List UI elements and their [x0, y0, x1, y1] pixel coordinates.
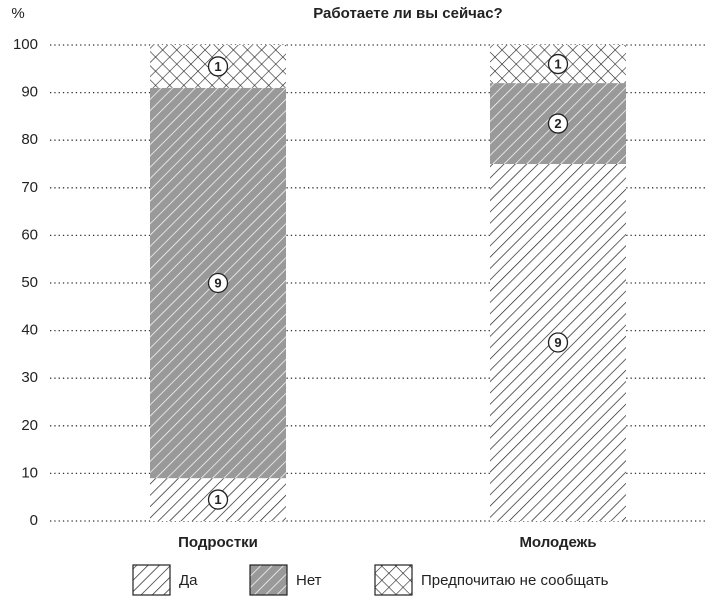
y-tick-label: 60: [21, 226, 38, 243]
count-badge: [547, 53, 569, 75]
count-label: 9: [554, 335, 561, 350]
count-badge: [207, 272, 229, 294]
x-tick-label: Молодежь: [519, 534, 596, 551]
chart-title: Работаете ли вы сейчас?: [313, 5, 502, 22]
y-tick-label: 100: [13, 36, 38, 53]
count-label: 2: [554, 116, 561, 131]
count-badge: [547, 332, 569, 353]
y-tick-label: 0: [30, 512, 38, 529]
count-badge: [207, 56, 229, 77]
count-badge: [547, 113, 569, 134]
y-tick-label: 50: [21, 274, 38, 291]
count-label: 1: [214, 492, 221, 507]
legend-label: Предпочитаю не сообщать: [421, 572, 609, 589]
y-tick-label: 40: [21, 322, 38, 339]
y-tick-label: 10: [21, 464, 38, 481]
legend-label: Нет: [296, 572, 322, 589]
count-label: 9: [214, 275, 221, 290]
count-badge: [207, 489, 229, 510]
y-tick-label: 20: [21, 417, 38, 434]
y-tick-label: 80: [21, 131, 38, 148]
x-tick-label: Подростки: [178, 534, 258, 551]
legend-swatch: [249, 564, 288, 596]
count-label: 1: [214, 59, 221, 74]
count-label: 1: [554, 56, 561, 71]
y-axis-label: %: [11, 5, 24, 22]
legend-swatch: [374, 564, 413, 596]
legend-swatch: [132, 564, 171, 596]
y-tick-label: 90: [21, 84, 38, 101]
y-tick-label: 30: [21, 369, 38, 386]
legend-label: Да: [179, 572, 198, 589]
y-tick-label: 70: [21, 179, 38, 196]
